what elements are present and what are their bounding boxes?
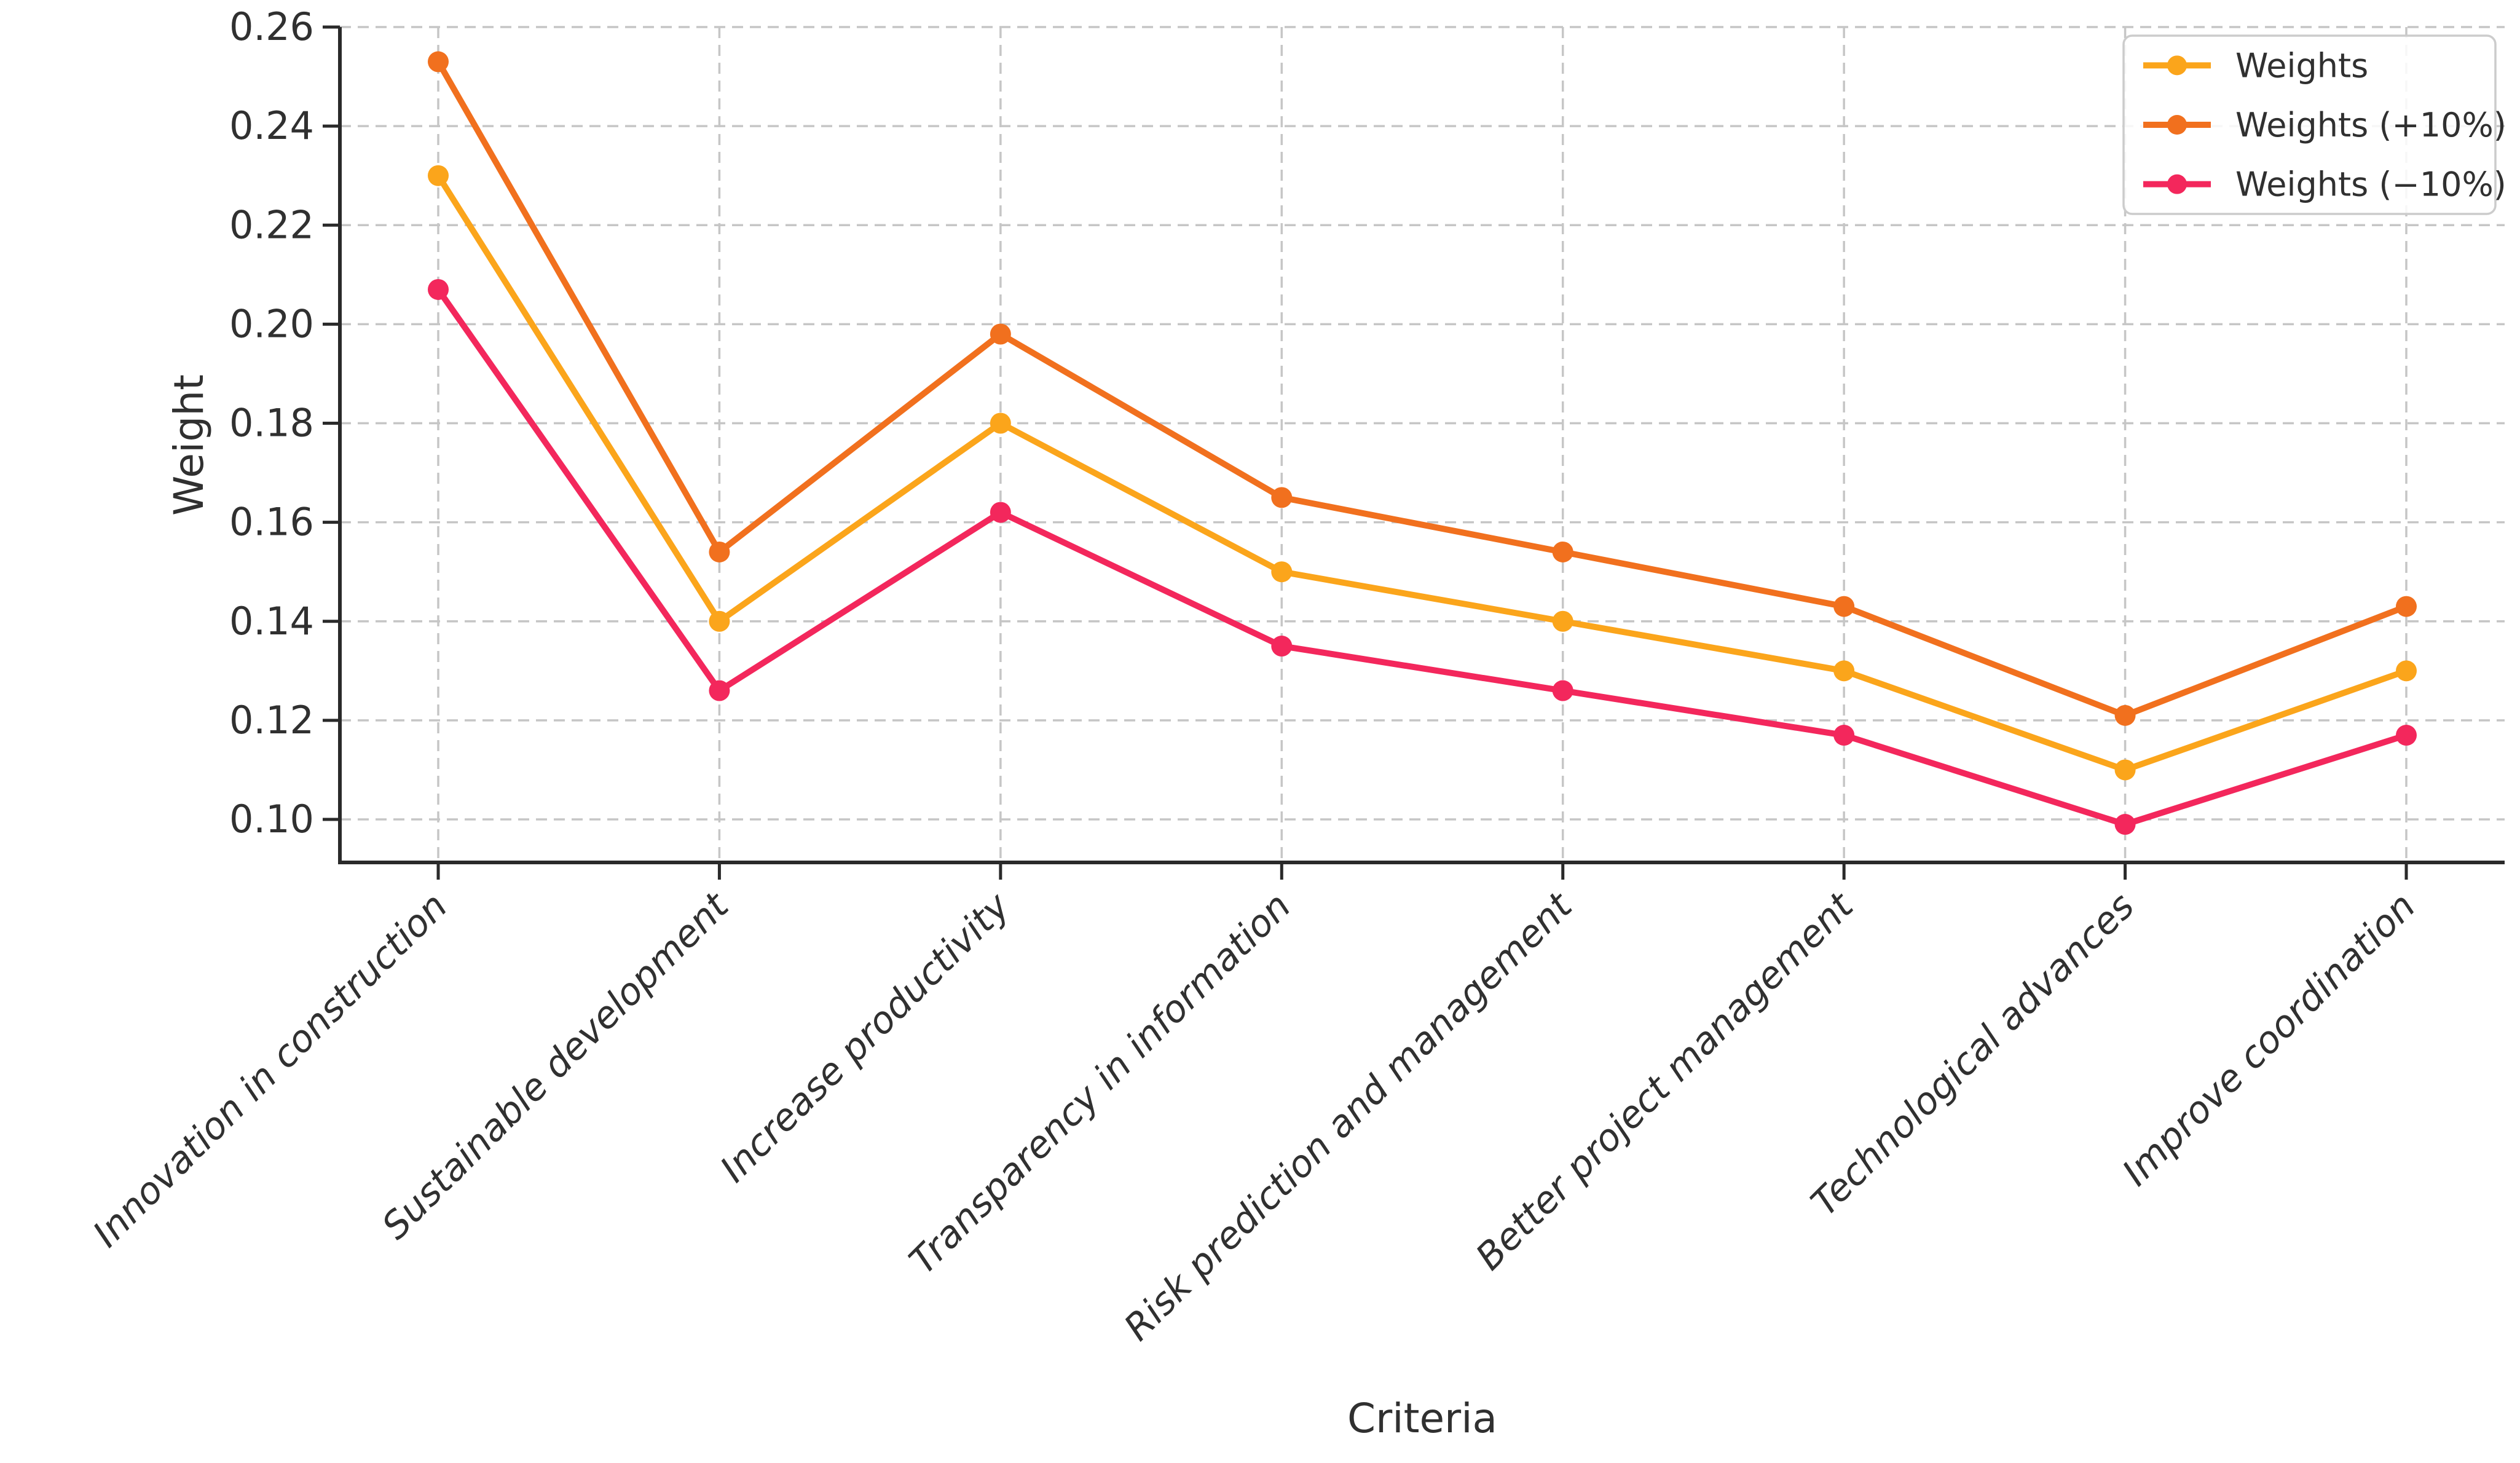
data-point-marker bbox=[1833, 596, 1855, 617]
legend-item: Weights (+10%) bbox=[2143, 106, 2506, 144]
data-point-marker bbox=[1552, 541, 1573, 562]
data-point-marker bbox=[2396, 725, 2417, 746]
chart-layer: 0.100.120.140.160.180.200.220.240.26Inno… bbox=[85, 4, 2506, 1349]
x-tick-label: Improve coordination bbox=[2114, 885, 2424, 1194]
data-point-marker bbox=[1552, 610, 1573, 632]
legend-sample-marker bbox=[2167, 174, 2187, 194]
series-line-weights-10- bbox=[435, 58, 2409, 719]
y-tick-label: 0.26 bbox=[229, 4, 314, 49]
y-tick-label: 0.22 bbox=[229, 202, 314, 247]
data-point-marker bbox=[709, 541, 730, 562]
data-point-marker bbox=[428, 278, 449, 300]
data-point-marker bbox=[1271, 487, 1293, 508]
data-point-marker bbox=[1552, 680, 1573, 701]
data-point-marker bbox=[428, 51, 449, 73]
data-point-marker bbox=[2396, 596, 2417, 617]
data-point-marker bbox=[2114, 814, 2136, 835]
data-point-marker bbox=[709, 680, 730, 701]
data-point-marker bbox=[990, 412, 1011, 434]
data-point-marker bbox=[428, 165, 449, 186]
data-point-marker bbox=[709, 610, 730, 632]
data-point-marker bbox=[2396, 660, 2417, 682]
legend-sample-marker bbox=[2167, 115, 2187, 135]
x-tick-label: Increase productivity bbox=[712, 884, 1018, 1191]
data-point-marker bbox=[1271, 561, 1293, 583]
data-point-marker bbox=[2114, 759, 2136, 781]
y-tick-label: 0.10 bbox=[229, 797, 314, 842]
legend-label: Weights bbox=[2235, 46, 2368, 85]
legend-item: Weights bbox=[2143, 46, 2368, 85]
legend-sample-marker bbox=[2167, 55, 2187, 76]
y-tick-label: 0.24 bbox=[229, 103, 314, 148]
y-tick-label: 0.16 bbox=[229, 500, 314, 545]
series-line-weights bbox=[435, 172, 2409, 773]
legend-item: Weights (−10%) bbox=[2143, 165, 2506, 204]
data-point-marker bbox=[1833, 660, 1855, 682]
data-point-marker bbox=[1271, 636, 1293, 657]
series-line-weights-10- bbox=[435, 286, 2409, 828]
x-tick-label: Technological advances bbox=[1803, 885, 2143, 1224]
data-point-marker bbox=[2114, 704, 2136, 726]
legend-label: Weights (+10%) bbox=[2235, 106, 2506, 144]
data-point-marker bbox=[990, 323, 1011, 345]
legend-label: Weights (−10%) bbox=[2235, 165, 2506, 204]
y-tick-label: 0.14 bbox=[229, 599, 314, 644]
x-tick-label: Risk prediction and management bbox=[1116, 883, 1581, 1349]
data-point-marker bbox=[1833, 725, 1855, 746]
y-axis-title: Weight bbox=[165, 374, 213, 516]
legend-box bbox=[2122, 34, 2497, 215]
y-tick-label: 0.20 bbox=[229, 301, 314, 346]
data-point-marker bbox=[990, 502, 1011, 523]
y-tick-label: 0.18 bbox=[229, 401, 314, 446]
x-axis-title: Criteria bbox=[1347, 1395, 1497, 1442]
y-tick-label: 0.12 bbox=[229, 698, 314, 743]
